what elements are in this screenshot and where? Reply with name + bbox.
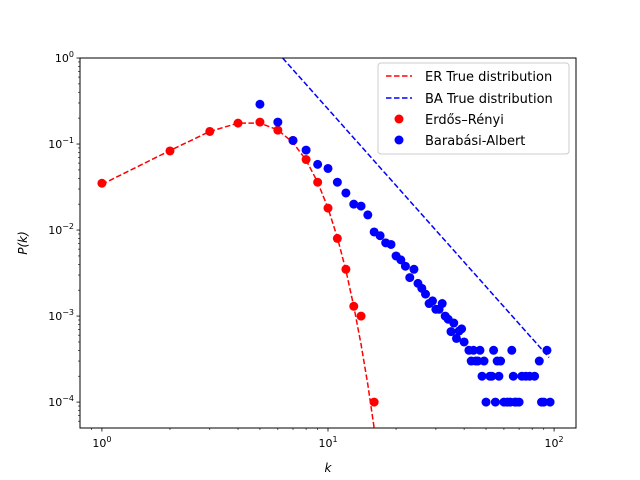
data-point-erd-s-r-nyi (332, 233, 342, 243)
data-point-barab-si-albert (356, 201, 366, 211)
data-point-barab-si-albert (273, 117, 283, 127)
legend-ba-points-swatch (394, 135, 404, 145)
data-point-barab-si-albert (451, 333, 461, 343)
data-point-barab-si-albert (255, 99, 265, 109)
data-point-barab-si-albert (386, 239, 396, 249)
data-point-erd-s-r-nyi (369, 397, 379, 407)
data-point-barab-si-albert (332, 177, 342, 187)
data-point-barab-si-albert (301, 145, 311, 155)
data-point-barab-si-albert (323, 163, 333, 173)
data-point-barab-si-albert (457, 324, 467, 334)
data-point-barab-si-albert (539, 397, 549, 407)
x-axis-label: k (325, 461, 333, 475)
data-point-barab-si-albert (363, 210, 373, 220)
data-point-barab-si-albert (545, 397, 555, 407)
data-point-barab-si-albert (459, 337, 469, 347)
x-tick-label: 100 (92, 435, 111, 450)
data-point-erd-s-r-nyi (301, 155, 311, 165)
plot-frame (79, 57, 577, 429)
data-point-barab-si-albert (400, 261, 410, 271)
data-point-barab-si-albert (490, 397, 500, 407)
legend-er-points-swatch (394, 114, 404, 124)
data-point-barab-si-albert (507, 345, 517, 355)
data-point-barab-si-albert (508, 371, 518, 381)
data-point-erd-s-r-nyi (233, 118, 243, 128)
legend-er-points-label: Erdős–Rényi (425, 113, 504, 128)
data-point-barab-si-albert (405, 273, 415, 283)
data-point-barab-si-albert (530, 371, 540, 381)
data-point-barab-si-albert (396, 255, 406, 265)
y-tick-label: 10−4 (48, 394, 74, 409)
data-point-erd-s-r-nyi (313, 177, 323, 187)
data-point-barab-si-albert (468, 345, 478, 355)
legend: ER True distribution BA True distributio… (377, 62, 570, 155)
data-point-erd-s-r-nyi (255, 117, 265, 127)
y-tick-label: 100 (55, 50, 74, 65)
data-point-erd-s-r-nyi (323, 203, 333, 213)
data-point-barab-si-albert (375, 231, 385, 241)
y-axis-label: P(k) (16, 231, 30, 255)
data-point-barab-si-albert (514, 397, 524, 407)
data-point-erd-s-r-nyi (97, 178, 107, 188)
y-tick-label: 10−1 (48, 136, 74, 151)
data-point-erd-s-r-nyi (349, 301, 359, 311)
y-tick-label: 10−2 (48, 222, 74, 237)
data-point-barab-si-albert (421, 289, 431, 299)
data-point-barab-si-albert (477, 371, 487, 381)
series-layer (97, 58, 555, 428)
data-point-barab-si-albert (449, 318, 459, 328)
data-point-barab-si-albert (349, 199, 359, 209)
data-point-barab-si-albert (446, 327, 456, 337)
data-point-barab-si-albert (473, 356, 483, 366)
data-point-barab-si-albert (428, 296, 438, 306)
data-point-erd-s-r-nyi (341, 264, 351, 274)
major-ticks: 100 101 102 10−4 10−3 10−2 10−1 100 (48, 50, 563, 450)
data-point-barab-si-albert (479, 356, 489, 366)
data-point-barab-si-albert (487, 371, 497, 381)
data-point-barab-si-albert (481, 397, 491, 407)
x-tick-label: 101 (318, 435, 337, 450)
data-point-barab-si-albert (475, 345, 485, 355)
data-point-barab-si-albert (437, 299, 447, 309)
data-point-barab-si-albert (494, 371, 504, 381)
data-point-barab-si-albert (542, 345, 552, 355)
data-point-erd-s-r-nyi (205, 126, 215, 136)
data-point-barab-si-albert (489, 345, 499, 355)
data-point-barab-si-albert (409, 264, 419, 274)
legend-frame (377, 62, 570, 155)
data-point-erd-s-r-nyi (273, 125, 283, 135)
data-point-barab-si-albert (288, 135, 298, 145)
series-line-ba-true-distribution (282, 58, 550, 358)
legend-ba-true-label: BA True distribution (425, 92, 553, 107)
y-tick-label: 10−3 (48, 308, 74, 323)
data-point-barab-si-albert (313, 159, 323, 169)
legend-er-true-label: ER True distribution (425, 70, 552, 85)
legend-ba-points-label: Barabási-Albert (425, 134, 525, 149)
data-point-barab-si-albert (534, 356, 544, 366)
data-point-erd-s-r-nyi (165, 146, 175, 156)
x-tick-label: 102 (545, 435, 564, 450)
data-point-barab-si-albert (496, 356, 506, 366)
data-point-barab-si-albert (341, 188, 351, 198)
data-point-erd-s-r-nyi (356, 311, 366, 321)
